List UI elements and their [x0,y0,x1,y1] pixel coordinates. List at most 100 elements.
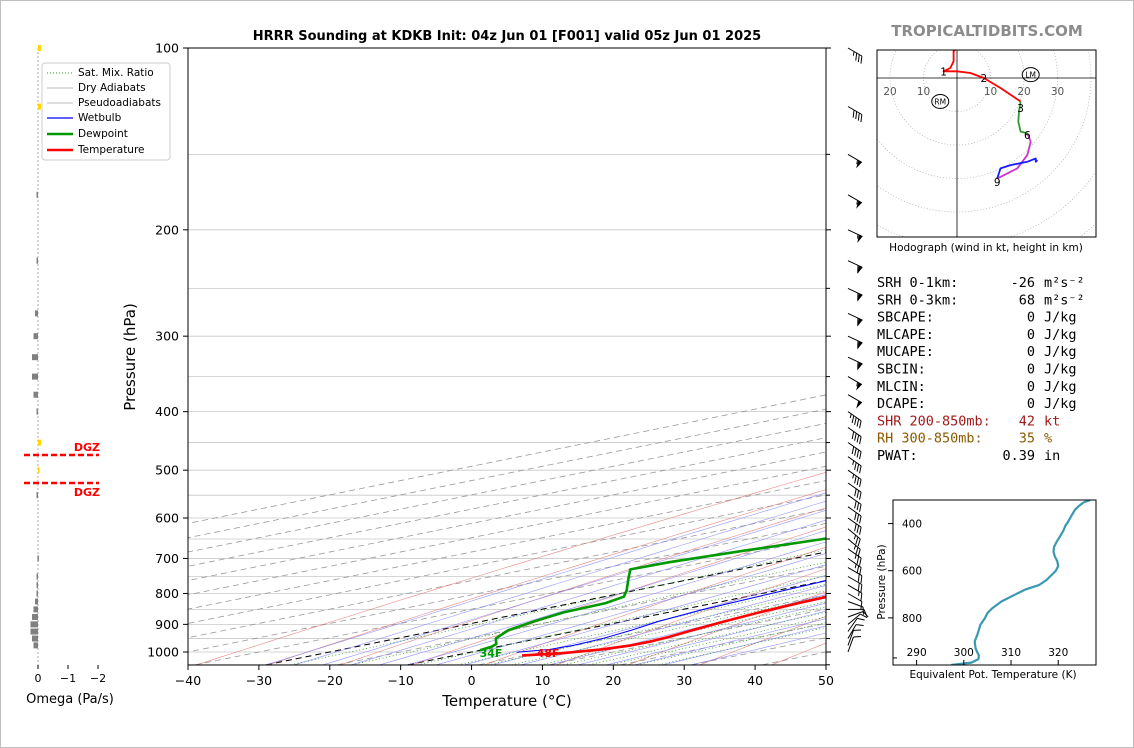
omega-bar [30,621,38,628]
hodograph-ring-label: 20 [1017,86,1030,98]
y-tick-label: 800 [155,586,179,601]
omega-panel: 0 −1 −2 [30,45,106,685]
mixing-ratio-line [511,595,826,665]
index-unit: m²s⁻² [1044,292,1085,308]
barb-half-flag [853,545,857,550]
dgz-top-label: DGZ [74,441,100,454]
x-tick-label: −10 [387,673,413,688]
barb-staff [847,194,863,204]
hodograph-height-label: 2 [980,73,987,85]
wind-barb [847,312,863,327]
barb-flag [857,574,860,582]
wind-barb [847,287,863,302]
omega-bar [36,590,38,597]
index-label: RH 300-850mb: [877,431,983,447]
omega-bar [38,103,41,110]
legend-wetbulb: Wetbulb [78,112,122,124]
x-tick-label: 50 [818,673,834,688]
mixing-ratio-line [351,561,826,665]
barb-half-flag [853,534,857,540]
wind-barb [847,494,862,512]
wind-barb [848,608,868,617]
wind-barb [847,601,864,615]
omega-bar [32,635,38,642]
index-value: 0 [1027,362,1035,378]
barb-flag [855,624,864,627]
barb-staff [847,593,863,602]
x-tick-label: 30 [676,673,692,688]
temperature-line [522,595,826,657]
wind-barb [847,427,862,445]
wind-barb [847,528,861,547]
barb-staff [847,601,864,608]
index-row: DCAPE: 0 J/kg [877,396,1077,412]
wind-barb [847,613,868,625]
hodograph-height-label: 1 [940,66,947,78]
barb-staff [847,427,862,438]
index-value: 0 [1027,344,1035,360]
omega-tick-label: −1 [60,672,76,685]
barb-flag [856,477,860,486]
mixing-ratio-line [457,583,826,665]
isotherm [188,480,826,610]
theta-e-xtick-label: 320 [1048,647,1068,659]
wind-barb [847,153,863,169]
barb-half-flag [852,460,855,465]
index-label: PWAT: [877,448,918,464]
hodograph-ring-label: 30 [1051,86,1064,98]
index-unit: J/kg [1044,310,1077,326]
barb-flag [860,584,863,593]
skewt-plot-area [187,47,827,666]
omega-bar [35,310,38,317]
isotherm [188,451,826,581]
wind-barb [847,584,863,601]
barb-pennant [857,293,863,302]
pseudoadiabat [634,618,826,665]
dry-adiabat [268,489,826,665]
barb-staff [847,576,863,585]
mixing-ratio-line [636,622,826,665]
omega-tick-label: −2 [90,672,106,685]
hodograph-ring-label: 10 [984,86,997,98]
y-tick-label: 700 [155,551,179,566]
index-value: 42 [1019,413,1035,429]
barb-flag [855,547,859,555]
omega-bar [38,439,41,446]
barb-staff [847,106,863,115]
sounding-indices: SRH 0-1km: -26 m²s⁻² SRH 0-3km: 68 m²s⁻² SBCAP… [877,275,1085,464]
hodograph-segment-3-6km [1017,101,1028,135]
barb-staff [847,618,858,632]
legend-dewpoint: Dewpoint [78,128,128,140]
storm-motion-label: LM [1025,71,1036,80]
index-row: MUCAPE: 0 J/kg [877,344,1077,360]
pseudoadiabat [521,585,826,665]
isotherm [762,651,826,665]
hodograph-segment-6-9km [996,132,1032,180]
barb-flag [860,114,863,123]
y-tick-label: 900 [155,617,179,632]
barb-flag [853,636,862,638]
barb-flag [854,512,857,521]
barb-pennant [857,234,863,243]
y-tick-label: 600 [155,511,179,526]
index-unit: J/kg [1044,327,1077,343]
skewt-profiles [479,537,826,657]
omega-axis-label: Omega (Pa/s) [26,692,114,707]
barb-staff [847,411,862,422]
barb-flag [857,549,861,557]
barb-flag [854,448,857,456]
omega-bar [33,606,38,613]
barb-flag [855,111,858,120]
omega-bar [33,391,38,398]
theta-e-frame [892,499,1097,666]
barb-flag [856,525,860,534]
watermark: TROPICALTIDBITS.COM [891,22,1083,40]
wind-barb [847,538,861,557]
barb-flag [859,504,862,512]
barb-flag [860,601,863,610]
barb-flag [855,52,858,61]
omega-tick-label: 0 [35,672,42,685]
theta-e-ylabel: Pressure (hPa) [876,544,888,619]
hodograph-height-label: 9 [994,177,1001,189]
theta-e-ytick-label: 400 [902,519,922,531]
